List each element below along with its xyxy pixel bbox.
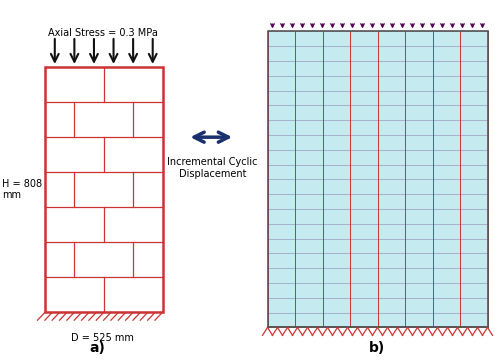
Text: H = 808
mm: H = 808 mm — [2, 179, 42, 200]
Text: D = 525 mm: D = 525 mm — [71, 332, 134, 343]
Text: a): a) — [90, 340, 106, 355]
Text: b): b) — [370, 340, 386, 355]
Bar — [45, 67, 162, 312]
Bar — [268, 31, 488, 327]
Text: Axial Stress = 0.3 MPa: Axial Stress = 0.3 MPa — [48, 28, 158, 38]
Bar — [268, 31, 488, 327]
Text: Incremental Cyclic
Displacement: Incremental Cyclic Displacement — [167, 157, 258, 179]
